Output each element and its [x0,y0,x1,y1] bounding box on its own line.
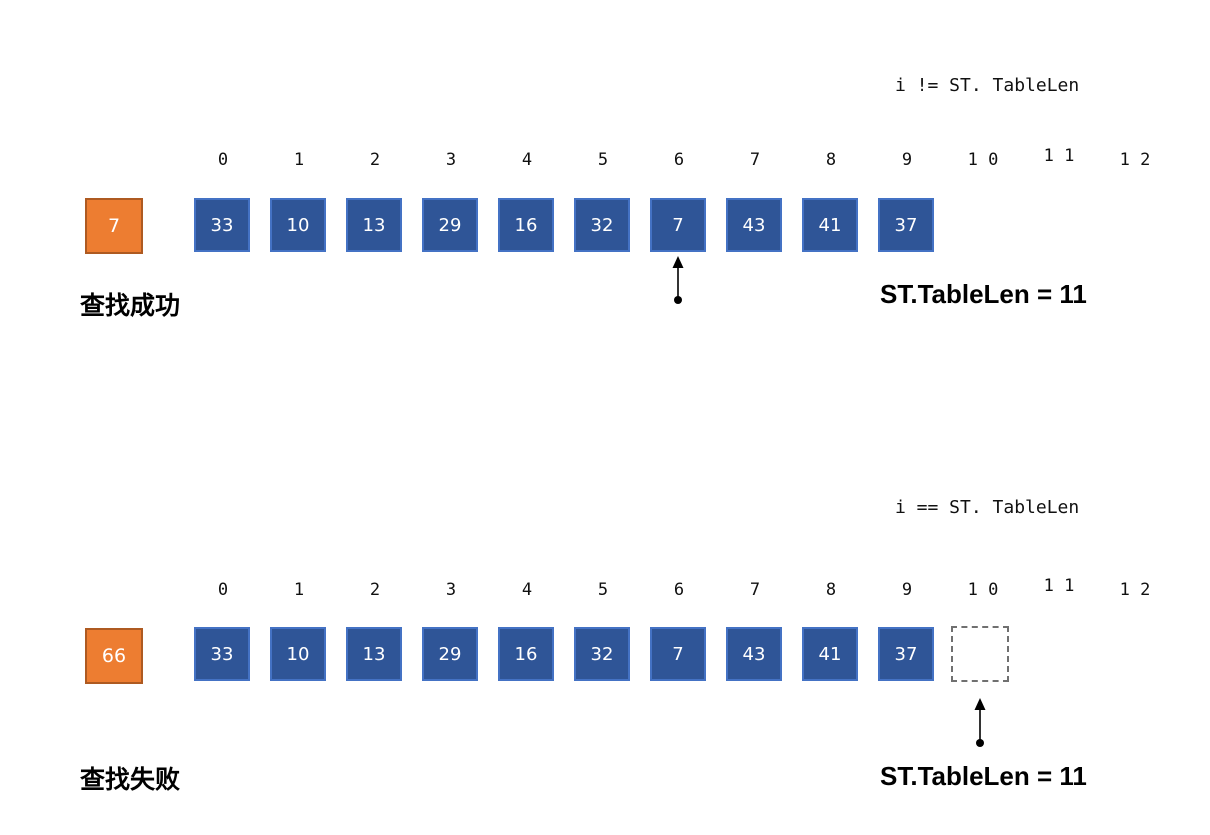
index-label: 3 [445,150,457,170]
index-label: 4 [521,580,533,600]
index-label: 8 [825,150,837,170]
array-cell: 32 [574,627,630,681]
index-label: 2 [369,150,381,170]
loop-condition: i != ST. TableLen [895,75,1080,96]
index-label: 3 [445,580,457,600]
array-cell: 43 [726,627,782,681]
array-cell: 43 [726,198,782,252]
index-label: 5 [597,150,609,170]
index-label: 2 [369,580,381,600]
index-label: 9 [901,150,913,170]
index-label: 1 2 [1119,150,1151,170]
index-label: 1 1 [1043,146,1075,166]
index-label: 1 2 [1119,580,1151,600]
array-cell: 29 [422,627,478,681]
index-label: 6 [673,580,685,600]
loop-condition: i == ST. TableLen [895,497,1080,518]
array-cell: 32 [574,198,630,252]
array-cell: 7 [650,627,706,681]
index-label: 6 [673,150,685,170]
search-key: 66 [85,628,143,684]
array-cell: 29 [422,198,478,252]
array-cell: 33 [194,627,250,681]
table-length-label: ST.TableLen = 11 [880,761,1087,791]
index-label: 1 0 [967,150,999,170]
index-label: 1 [293,580,305,600]
index-label: 8 [825,580,837,600]
array-cell: 37 [878,627,934,681]
array-cell: 7 [650,198,706,252]
array-cell: 16 [498,198,554,252]
array-cell: 33 [194,198,250,252]
search-failure-panel: i == ST. TableLen 0 1 2 3 4 5 6 7 8 9 1 … [0,0,1210,794]
index-label: 0 [217,580,229,600]
index-label: 1 0 [967,580,999,600]
search-key: 7 [85,198,143,254]
array-cell: 16 [498,627,554,681]
array-cell: 13 [346,627,402,681]
array-cell: 41 [802,198,858,252]
array-cell: 41 [802,627,858,681]
index-label: 9 [901,580,913,600]
array-cell: 13 [346,198,402,252]
result-label: 查找失败 [80,765,181,794]
index-label: 5 [597,580,609,600]
pointer-arrow-icon [974,698,986,747]
table-length-label: ST.TableLen = 11 [880,279,1087,309]
index-label: 7 [749,150,761,170]
index-label: 0 [217,150,229,170]
index-label: 7 [749,580,761,600]
array-cell: 37 [878,198,934,252]
index-label: 4 [521,150,533,170]
pointer-arrow-icon [672,256,684,304]
empty-cell [951,626,1009,682]
search-success-panel: i != ST. TableLen 0 1 2 3 4 5 6 7 8 9 1 … [0,0,1210,410]
array-cell: 10 [270,198,326,252]
result-label: 查找成功 [80,291,181,320]
index-label: 1 [293,150,305,170]
index-label: 1 1 [1043,576,1075,596]
array-cell: 10 [270,627,326,681]
